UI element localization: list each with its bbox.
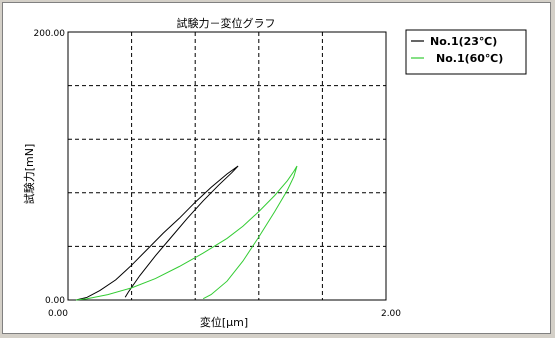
x-tick-max: 2.00 <box>381 309 401 319</box>
series-line-1 <box>75 165 239 301</box>
y-axis-label: 試験力[mN] <box>22 144 36 205</box>
chart-frame: 試験力－変位グラフ 200.00 0.00 0.00 2.00 変位[μm] 試… <box>2 2 551 334</box>
chart-svg: 試験力－変位グラフ 200.00 0.00 0.00 2.00 変位[μm] 試… <box>22 16 527 329</box>
series-group <box>75 165 298 301</box>
legend-label-2: No.1(60℃) <box>436 52 503 65</box>
legend: No.1(23℃) No.1(60℃) <box>405 29 527 75</box>
x-axis-label: 変位[μm] <box>200 315 248 329</box>
grid <box>68 32 386 300</box>
plot-area <box>67 31 387 301</box>
legend-label-1: No.1(23℃) <box>430 35 497 48</box>
legend-box <box>405 29 527 75</box>
y-tick-min: 0.00 <box>45 296 65 306</box>
chart-title: 試験力－変位グラフ <box>177 16 276 30</box>
series-line-2 <box>75 165 298 301</box>
y-tick-max: 200.00 <box>34 29 66 39</box>
x-tick-min: 0.00 <box>48 309 68 319</box>
